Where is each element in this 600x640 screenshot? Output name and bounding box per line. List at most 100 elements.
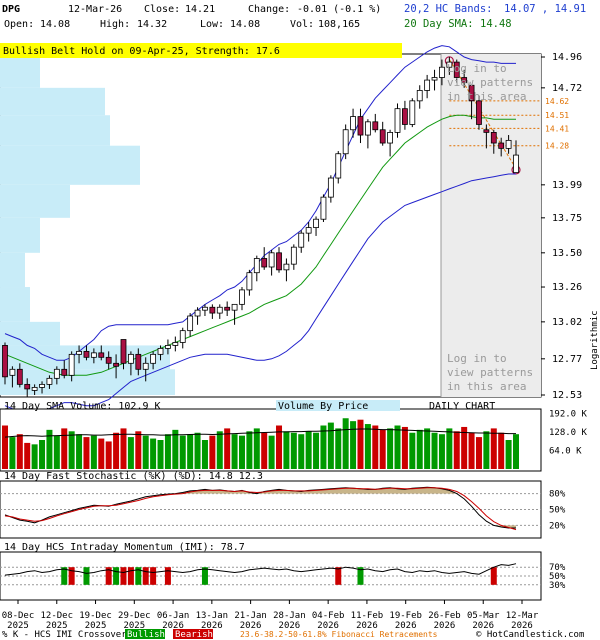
volume-bar xyxy=(53,435,60,469)
volume-bar xyxy=(164,434,171,469)
pattern-shade xyxy=(441,54,541,397)
volume-bar xyxy=(39,440,46,469)
volume-bar xyxy=(246,431,253,469)
price-tick-label: 13.02 xyxy=(552,317,582,328)
date-label: 29-Dec xyxy=(118,611,151,621)
price-tick-label: 13.50 xyxy=(552,248,582,259)
pattern-banner: Bullish Belt Hold on 09-Apr-25, Strength… xyxy=(3,46,280,57)
vbp-label-bg xyxy=(276,400,400,411)
volume-bar xyxy=(409,432,416,469)
lower-band-line xyxy=(4,173,516,413)
volume-bar xyxy=(505,440,512,469)
volume-bars: 192.0 K 128.0 K 64.0 K xyxy=(2,409,588,469)
watermark-top-line3: in this area xyxy=(447,90,526,103)
volume-bar xyxy=(150,438,157,469)
price-tick-label: 14.41 xyxy=(545,124,569,133)
volume-bar xyxy=(238,435,245,469)
volume-bar xyxy=(90,435,97,469)
date-year-label: 2025 xyxy=(85,621,107,631)
vbp-bar xyxy=(0,287,30,322)
date-year-label: 2026 xyxy=(201,621,223,631)
vbp-bar xyxy=(0,321,60,346)
watermark-bottom-line2: view patterns xyxy=(447,366,533,379)
imi-signal-bar xyxy=(120,567,127,585)
vol-value: 108,165 xyxy=(318,19,360,30)
volume-bar xyxy=(24,442,31,469)
vbp-label: Volume By Price xyxy=(278,401,368,412)
high-value: 14.32 xyxy=(137,19,167,30)
volume-bar xyxy=(61,428,68,469)
date-year-label: 2026 xyxy=(162,621,184,631)
stochastic-tick-label: 20% xyxy=(549,521,566,531)
volume-bar xyxy=(387,428,394,469)
volume-bar xyxy=(76,434,83,469)
price-tick-label: 13.99 xyxy=(552,180,582,191)
imi-signal-bar xyxy=(201,567,208,585)
imi-signal-bar xyxy=(105,567,112,585)
volume-bar xyxy=(446,428,453,469)
price-tick-label: 12.77 xyxy=(552,354,582,365)
candle-body xyxy=(76,350,82,355)
volume-bar xyxy=(157,440,164,469)
close-value: 14.21 xyxy=(185,4,215,15)
date-label: 21-Jan xyxy=(234,611,267,621)
date-label: 04-Feb xyxy=(312,611,345,621)
volume-bar xyxy=(394,425,401,469)
volume-bar xyxy=(372,425,379,469)
candle-body xyxy=(327,177,334,198)
footer-copyright: © HotCandlestick.com xyxy=(476,630,584,640)
open-label: Open: xyxy=(4,19,34,30)
volume-bar xyxy=(475,437,482,469)
candle-body xyxy=(276,252,282,271)
change-label: Change: xyxy=(248,4,290,15)
volume-bar xyxy=(350,421,357,469)
hc-bands-label: 20,2 HC Bands: xyxy=(404,3,493,15)
candle-body xyxy=(402,108,408,125)
candle-body xyxy=(165,345,171,349)
candle-body xyxy=(68,353,75,376)
candle-body xyxy=(98,352,105,358)
vbp-bar xyxy=(0,184,70,218)
imi-lines: 70%50%30% xyxy=(0,563,566,591)
date-year-label: 2026 xyxy=(434,621,456,631)
watermark-top-line2: view patterns xyxy=(447,76,533,89)
candle-body xyxy=(90,352,97,358)
volume-tick-label: 64.0 K xyxy=(549,446,582,456)
volume-bar xyxy=(513,434,519,469)
volume-bar xyxy=(342,418,349,469)
candle-body xyxy=(424,79,431,91)
stochastic-d-line xyxy=(4,487,517,531)
volume-bar xyxy=(68,431,75,469)
date-year-label: 2026 xyxy=(279,621,301,631)
volume-bar xyxy=(120,428,127,469)
candle-body xyxy=(2,345,8,378)
volume-bar xyxy=(253,428,260,469)
candle-body xyxy=(246,272,253,291)
candle-body xyxy=(46,377,53,385)
volume-bar xyxy=(261,432,268,469)
date-label: 08-Dec xyxy=(2,611,35,621)
vol-label: Vol: xyxy=(290,19,314,30)
volume-bar xyxy=(320,425,327,469)
price-tick-label: 14.28 xyxy=(545,142,569,151)
date-year-label: 2025 xyxy=(46,621,68,631)
footer-bearish-swatch xyxy=(173,629,213,639)
candle-body xyxy=(231,303,238,311)
price-tick-label: 12.53 xyxy=(552,390,582,401)
imi-line xyxy=(4,563,517,576)
candle-body xyxy=(320,196,327,220)
candle-body xyxy=(61,368,68,376)
candle-body xyxy=(505,139,512,149)
imi-signal-bar xyxy=(113,567,120,585)
date-label: 12-Mar xyxy=(506,611,539,621)
volume-bar xyxy=(179,435,186,469)
candle-body xyxy=(39,383,45,388)
pattern-banner-bg xyxy=(0,43,402,58)
volume-bar xyxy=(416,429,423,469)
footer-bearish: Bearish xyxy=(175,630,213,640)
candle-body xyxy=(157,347,164,355)
volume-bar xyxy=(461,426,468,469)
date-label: 28-Jan xyxy=(273,611,306,621)
volume-bar xyxy=(224,428,231,469)
imi-signal-bar xyxy=(68,567,75,585)
